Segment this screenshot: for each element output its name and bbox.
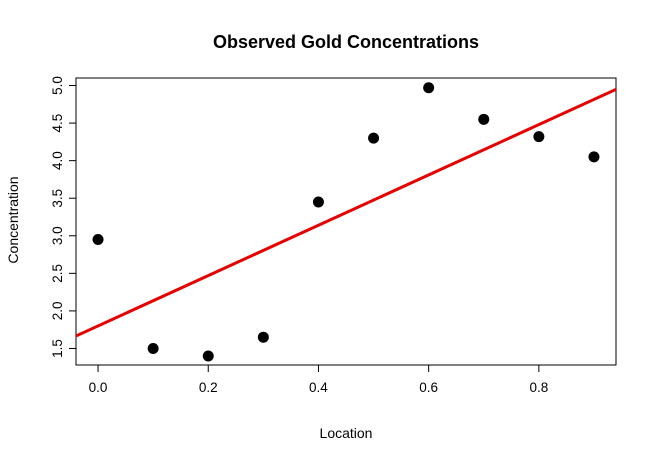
x-axis-label: Location bbox=[320, 425, 373, 441]
x-tick-label: 0.2 bbox=[199, 380, 218, 395]
y-tick-label: 3.5 bbox=[50, 189, 65, 208]
plot-frame bbox=[75, 77, 617, 366]
y-tick-label: 1.5 bbox=[50, 339, 65, 358]
data-point bbox=[257, 331, 269, 343]
data-point bbox=[423, 82, 435, 94]
y-tick-label: 5.0 bbox=[50, 76, 65, 95]
x-tick-label: 0.6 bbox=[419, 380, 438, 395]
data-point bbox=[147, 342, 159, 354]
chart-title: Observed Gold Concentrations bbox=[213, 32, 479, 52]
x-tick-label: 0.0 bbox=[89, 380, 108, 395]
data-point bbox=[202, 350, 214, 362]
data-point bbox=[478, 113, 490, 125]
y-tick-label: 2.0 bbox=[50, 302, 65, 321]
y-tick-label: 3.0 bbox=[50, 226, 65, 245]
plot-area: 0.0 0.2 0.4 0.6 0.8 1.5 2.0 2.5 3.0 3.5 4.0 4.5 5.0 bbox=[50, 76, 617, 395]
data-point bbox=[92, 234, 104, 246]
data-point bbox=[533, 131, 545, 143]
data-point bbox=[368, 132, 380, 144]
x-tick-label: 0.8 bbox=[529, 380, 548, 395]
data-point bbox=[312, 196, 324, 208]
x-tick-label: 0.4 bbox=[309, 380, 328, 395]
y-axis-label: Concentration bbox=[5, 176, 21, 263]
regression-line bbox=[76, 87, 616, 338]
y-tick-label: 2.5 bbox=[50, 264, 65, 283]
y-tick-label: 4.5 bbox=[50, 114, 65, 133]
data-point bbox=[588, 151, 600, 163]
y-tick-label: 4.0 bbox=[50, 151, 65, 170]
